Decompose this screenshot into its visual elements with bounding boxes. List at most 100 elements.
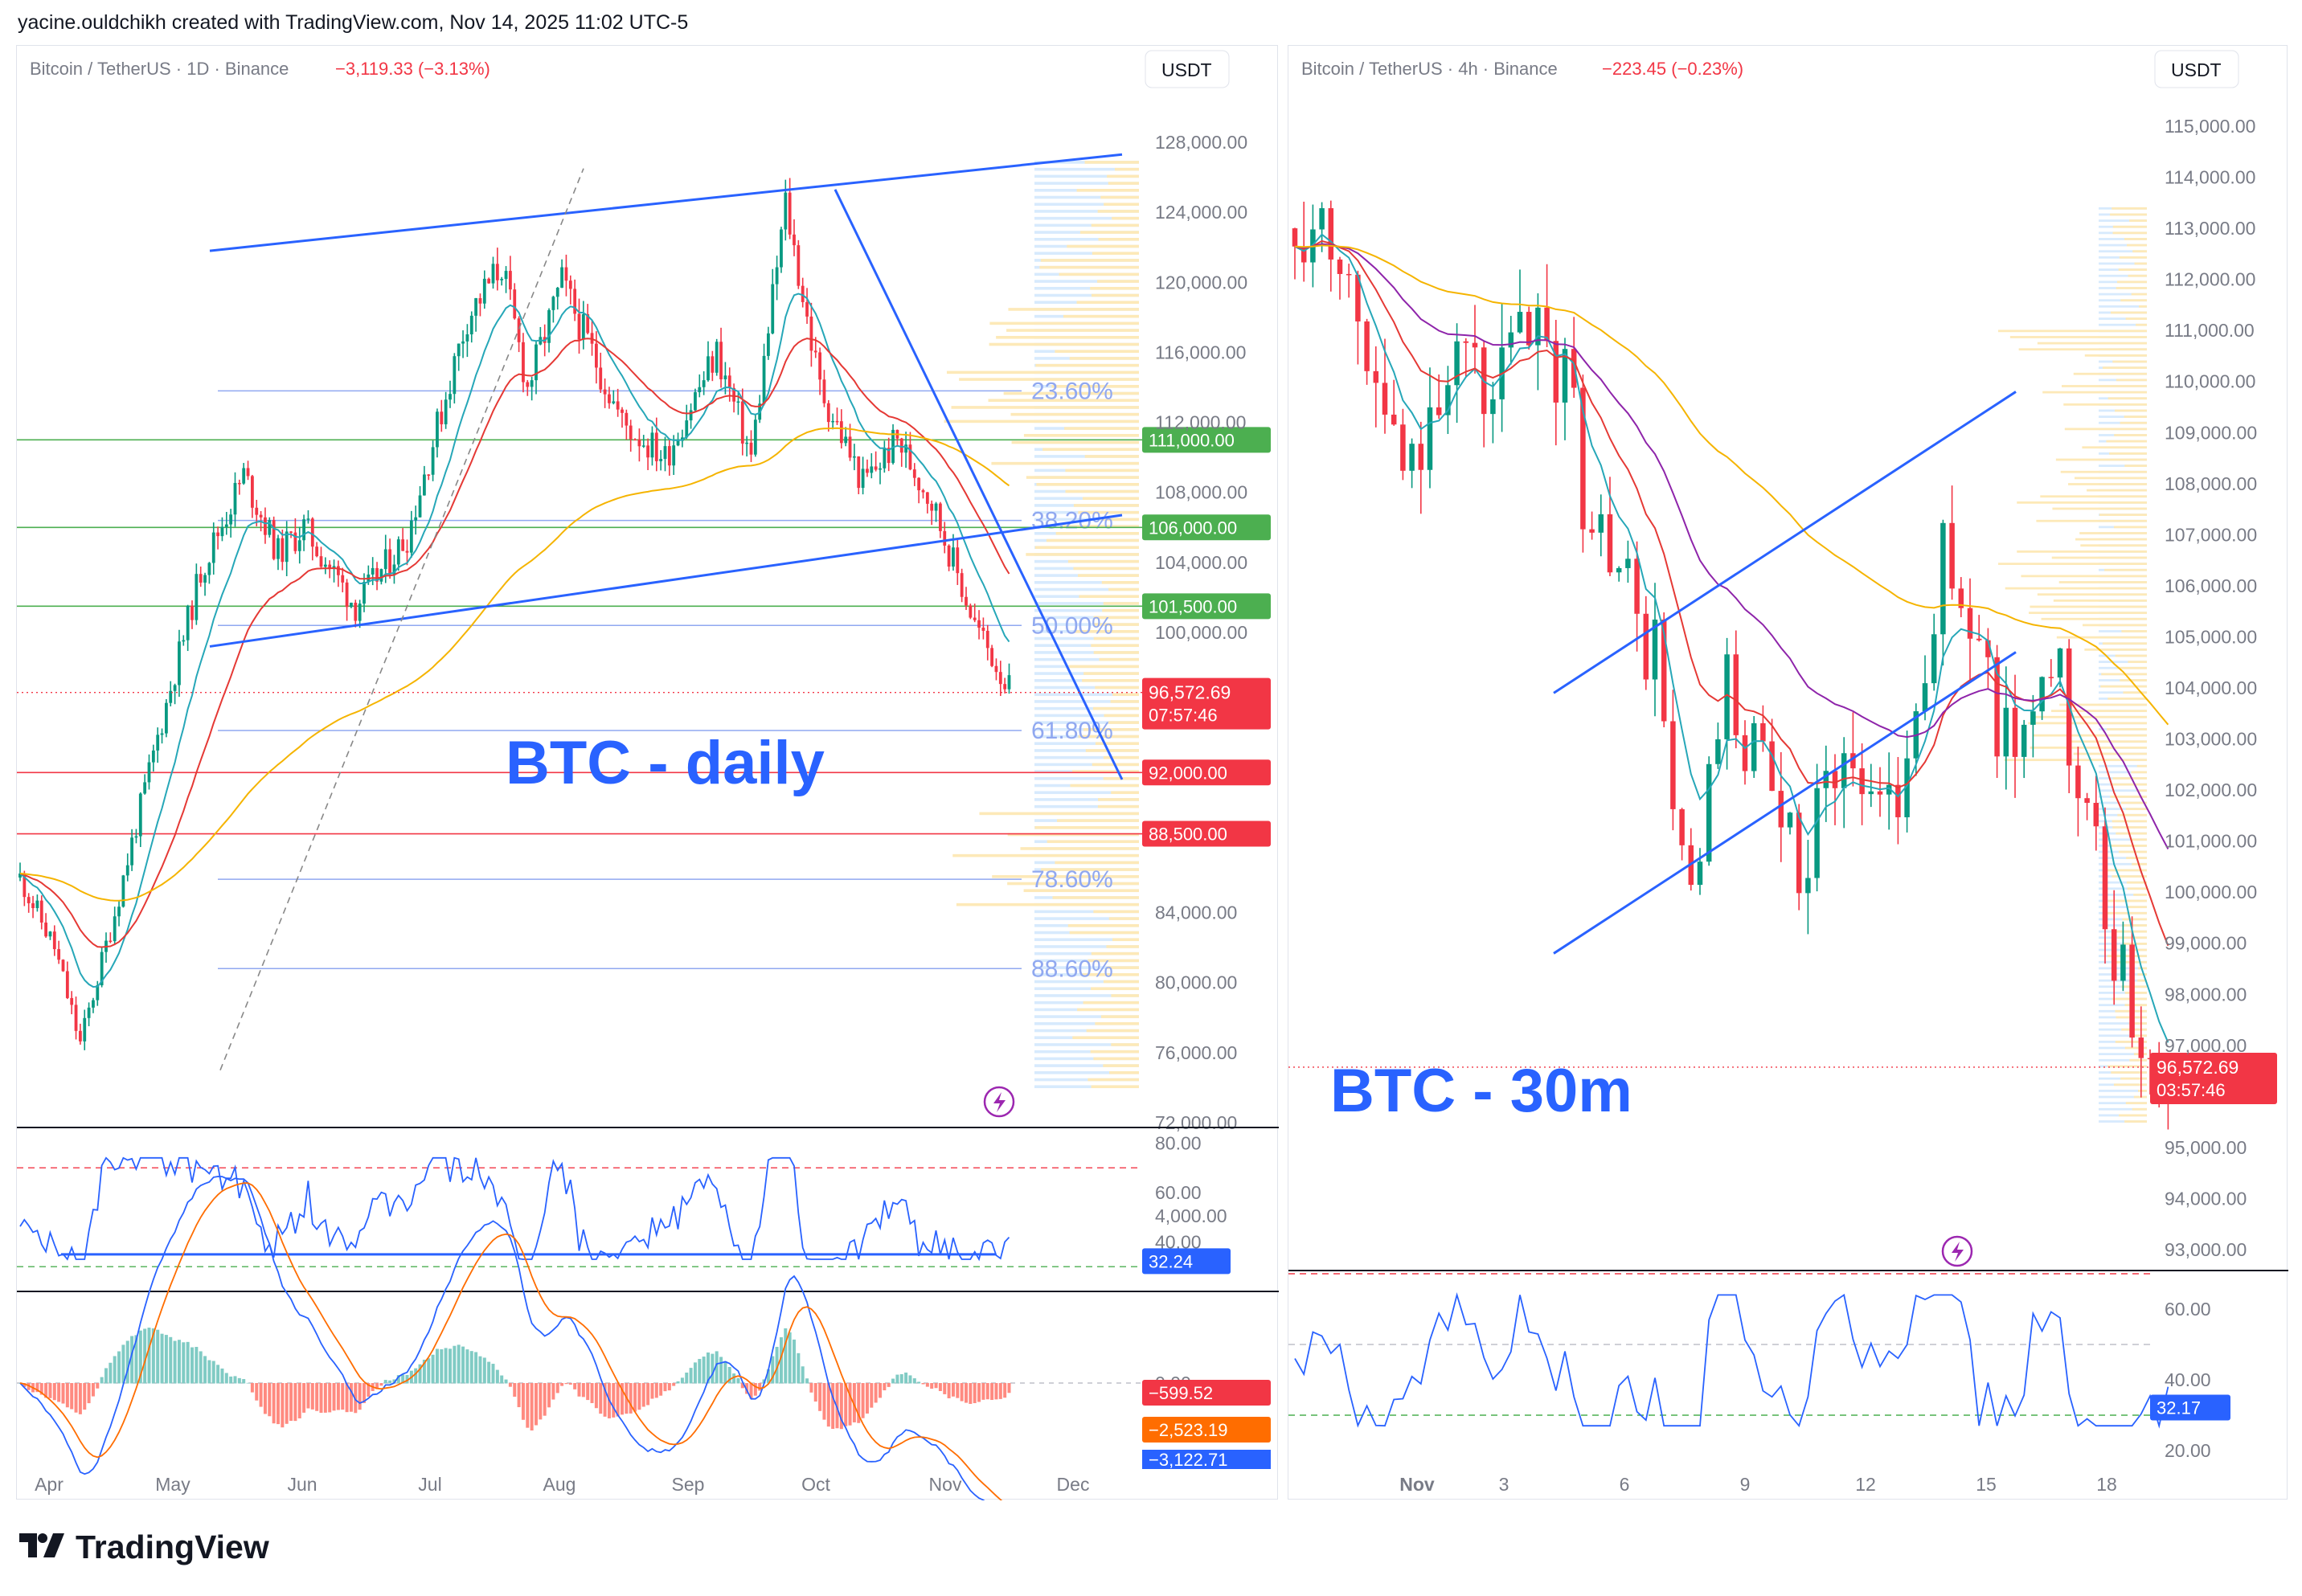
daily-macd-hist-bar xyxy=(121,1344,125,1384)
vp-bar-blue xyxy=(2099,1102,2147,1105)
candle-body xyxy=(469,315,473,335)
candle-body xyxy=(143,782,147,794)
green-level-label-0-bg xyxy=(1142,427,1271,453)
candle-body xyxy=(1886,784,1892,795)
vp-bar xyxy=(1112,693,1139,697)
vp-bar-blue xyxy=(1034,1078,1139,1082)
vp-bar xyxy=(2073,752,2147,755)
vp-bar xyxy=(2129,1058,2147,1062)
daily-macd-hist-bar xyxy=(797,1353,801,1384)
candle-body xyxy=(211,532,215,563)
vp-bar xyxy=(2115,1041,2147,1043)
vp-bar xyxy=(1088,959,1139,963)
vp-bar-blue xyxy=(1034,791,1139,795)
daily-macd-hist-bar xyxy=(659,1383,663,1396)
candle-body xyxy=(1967,608,1973,639)
vp-bar xyxy=(1103,755,1139,759)
intraday-y-tick-7: 108,000.00 xyxy=(2165,473,2257,494)
vp-bar xyxy=(1067,244,1139,248)
candle-body xyxy=(1922,683,1928,712)
vp-bar xyxy=(2082,446,2147,449)
vp-bar xyxy=(1069,357,1139,360)
vp-bar xyxy=(1104,714,1139,718)
candle-body xyxy=(509,271,512,290)
candle-body xyxy=(151,750,155,763)
daily-macd-hist-bar xyxy=(396,1375,400,1384)
vp-bar xyxy=(2122,924,2147,927)
intraday-y-tick-21: 93,000.00 xyxy=(2165,1239,2247,1260)
vp-bar-blue xyxy=(1034,1057,1139,1061)
vp-bar-blue xyxy=(2099,893,2147,896)
vp-bar xyxy=(1100,195,1139,199)
daily-chart-panel[interactable]: Bitcoin / TetherUS · 1D · Binance −3,119.… xyxy=(16,45,1279,1500)
vp-bar xyxy=(2106,440,2147,443)
intraday-volume-profile xyxy=(1997,207,2147,1123)
intraday-y-tick-18: 97,000.00 xyxy=(2165,1035,2247,1056)
daily-macd-hist-bar xyxy=(667,1383,671,1391)
daily-macd-hist-bar xyxy=(879,1383,882,1398)
daily-chart-svg[interactable]: Bitcoin / TetherUS · 1D · Binance −3,119.… xyxy=(17,46,1279,1500)
candle-body xyxy=(160,733,164,735)
vp-bar-blue xyxy=(2099,906,2147,909)
vp-bar-blue xyxy=(1034,280,1139,283)
candle-body xyxy=(1985,640,1991,657)
daily-rsi-value-bg xyxy=(1142,1248,1231,1275)
candle-body xyxy=(27,897,31,903)
candle-body xyxy=(1472,342,1478,348)
daily-macd-hist-bar xyxy=(715,1351,719,1384)
daily-macd-hist-bar xyxy=(577,1383,581,1397)
candle-body xyxy=(780,229,783,268)
vp-bar xyxy=(1098,238,1139,241)
vp-bar xyxy=(1067,924,1139,927)
candle-body xyxy=(1787,812,1793,828)
candle-body xyxy=(147,762,151,783)
vp-bar xyxy=(2127,887,2147,890)
vp-bar xyxy=(1076,301,1139,305)
vp-bar xyxy=(1064,427,1139,430)
vp-bar-blue xyxy=(2099,262,2147,265)
daily-macd-hist-bar xyxy=(319,1383,323,1414)
daily-macd-hist-bar xyxy=(233,1376,237,1384)
vp-bar-blue xyxy=(1034,763,1139,767)
intraday-y-tick-10: 105,000.00 xyxy=(2165,626,2257,647)
vp-bar xyxy=(2108,899,2147,902)
candle-body xyxy=(861,469,865,489)
daily-macd-hist-bar xyxy=(435,1348,439,1384)
candle-body xyxy=(1643,613,1649,680)
vp-bar xyxy=(1051,385,1139,388)
vp-bar-blue xyxy=(1034,1085,1139,1089)
daily-macd-hist-bar xyxy=(250,1383,254,1393)
vp-bar xyxy=(1078,574,1139,577)
vp-bar-blue xyxy=(1034,755,1139,759)
vp-bar xyxy=(1057,819,1139,822)
daily-macd-hist-bar xyxy=(891,1378,895,1384)
vp-bar-blue xyxy=(1034,1050,1139,1054)
intraday-chart-svg[interactable]: Bitcoin / TetherUS · 4h · Binance −223.45… xyxy=(1288,46,2288,1500)
daily-macd-hist-bar xyxy=(887,1383,891,1387)
candle-body xyxy=(504,271,508,280)
candle-body xyxy=(899,438,903,453)
fib-label-1: 38.20% xyxy=(1031,508,1113,534)
daily-macd-hist-bar xyxy=(646,1383,650,1406)
candle-body xyxy=(165,702,168,734)
candle-body xyxy=(83,1017,87,1041)
intraday-x-tick-3: 9 xyxy=(1740,1474,1751,1495)
vp-bar xyxy=(2122,918,2147,921)
candle-body xyxy=(345,582,349,608)
vp-bar xyxy=(1026,476,1139,479)
candle-body xyxy=(1418,444,1424,470)
intraday-chart-panel[interactable]: Bitcoin / TetherUS · 4h · Binance −223.45… xyxy=(1288,45,2288,1500)
candle-body xyxy=(1733,654,1739,735)
vp-bar xyxy=(2051,556,2147,559)
intraday-rsi-value-bg xyxy=(2150,1394,2230,1421)
candle-body xyxy=(560,267,563,289)
candle-body xyxy=(689,410,693,421)
candle-body xyxy=(1904,758,1910,817)
daily-x-tick-4: Aug xyxy=(543,1474,576,1495)
daily-x-tick-6: Oct xyxy=(801,1474,830,1495)
vp-bar xyxy=(2116,666,2147,669)
candle-body xyxy=(405,550,409,553)
vp-bar xyxy=(2051,710,2147,713)
vp-bar-blue xyxy=(1034,987,1139,991)
daily-macd-hist-bar xyxy=(216,1365,220,1384)
